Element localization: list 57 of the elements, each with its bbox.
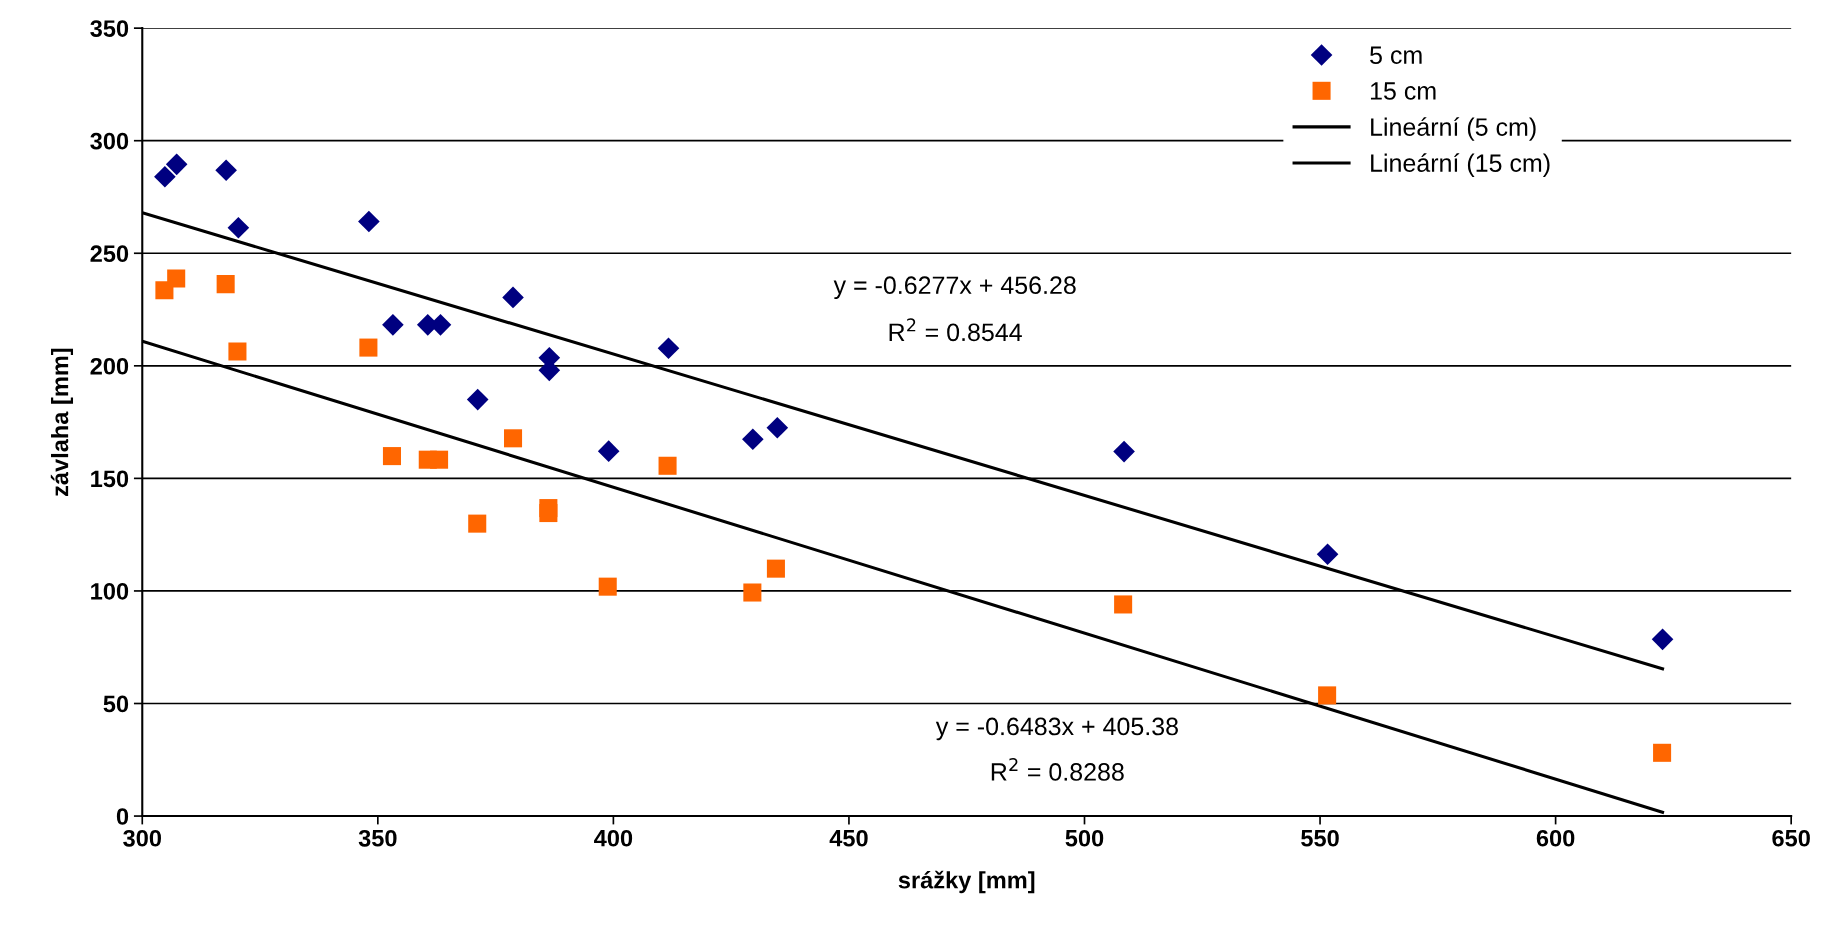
point	[228, 342, 247, 361]
point	[430, 450, 449, 469]
annotation: R$^{2}$ = 0.8288	[991, 758, 1124, 781]
point	[359, 338, 378, 357]
point	[227, 217, 250, 239]
point	[215, 159, 237, 181]
point	[598, 577, 617, 596]
annotation: y = -0.6277x + 456.28	[833, 276, 1076, 300]
x-tick-label: 550	[1301, 829, 1339, 847]
x-tick-label: 400	[594, 829, 633, 847]
x-tick-label: 450	[829, 829, 868, 847]
x-tick-label: 300	[123, 829, 161, 847]
y-tick-label: 50	[103, 695, 129, 713]
point	[382, 314, 404, 336]
y-tick-label: 150	[91, 470, 129, 488]
point	[216, 275, 235, 294]
x-tick-label: 600	[1536, 829, 1575, 847]
point	[766, 559, 785, 578]
point	[657, 337, 680, 360]
x-tick-label: 500	[1065, 829, 1104, 847]
annotation: y = -0.6483x + 405.38	[935, 717, 1178, 741]
point	[1651, 628, 1674, 651]
point	[154, 165, 176, 188]
point	[358, 210, 380, 233]
point	[597, 440, 620, 462]
point	[742, 428, 764, 451]
y-axis-title: závlaha [mm]	[50, 348, 74, 496]
y-tick-label: 200	[90, 357, 129, 375]
legend-label: 15 cm	[1370, 82, 1436, 100]
y-tick-label: 350	[90, 20, 129, 37]
y-tick-label: 250	[90, 245, 129, 263]
x-axis-title: srážky [mm]	[898, 870, 1035, 894]
point	[1114, 595, 1133, 614]
point	[743, 583, 762, 602]
point	[539, 504, 558, 523]
point	[1316, 543, 1339, 566]
point	[468, 514, 487, 533]
point	[1113, 440, 1135, 463]
y-tick-label: 100	[91, 583, 129, 600]
point	[167, 269, 186, 288]
point	[504, 429, 523, 448]
y-tick-label: 300	[90, 132, 129, 150]
point	[502, 286, 524, 309]
point	[658, 456, 677, 475]
x-tick-label: 350	[358, 829, 397, 847]
point	[1653, 743, 1672, 762]
legend-label: 5 cm	[1370, 46, 1422, 64]
point	[382, 447, 401, 466]
legend-label: Lineární (5 cm)	[1371, 117, 1536, 141]
legend-label: Lineární (15 cm)	[1371, 153, 1550, 177]
annotation: R$^{2}$ = 0.8544	[889, 318, 1022, 342]
point	[466, 388, 489, 411]
x-tick-label: 650	[1772, 829, 1810, 847]
y-tick-label: 0	[116, 808, 129, 825]
point	[165, 153, 188, 176]
point	[1318, 686, 1337, 705]
point	[766, 416, 789, 439]
